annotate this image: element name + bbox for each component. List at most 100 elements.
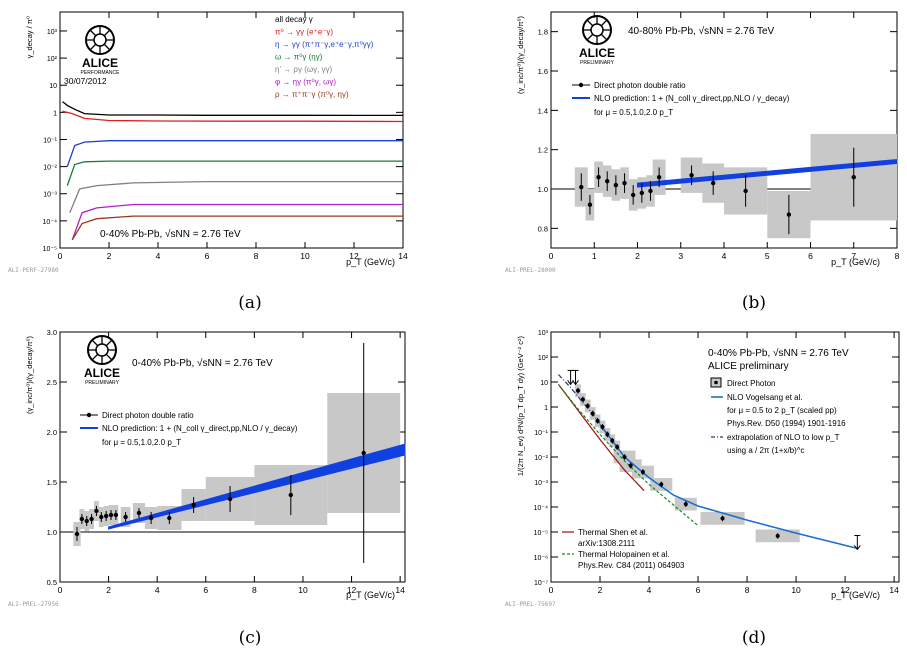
- data-point-c-3: [89, 516, 94, 522]
- xtick-label-b: 1: [592, 251, 597, 261]
- tag-a: ALI-PERF-27980: [8, 267, 59, 274]
- xtick-label-c: 6: [203, 585, 208, 595]
- xtick-label-a: 4: [156, 251, 161, 261]
- xtick-label-b: 0: [549, 251, 554, 261]
- xtick-label-a: 0: [58, 251, 63, 261]
- data-point-d-5: [600, 424, 605, 429]
- legend-d-3: Phys.Rev. D50 (1994) 1901-1916: [727, 419, 846, 428]
- alice-logo-spoke-b: [586, 33, 594, 41]
- xtick-label-d: 12: [840, 585, 850, 595]
- alice-logo-name-b: ALICE: [579, 46, 615, 60]
- legend-b-0: Direct photon double ratio: [594, 81, 686, 90]
- xtick-label-a: 8: [254, 251, 259, 261]
- legend-d-2: for μ = 0.5 to 2 p_T (scaled pp): [727, 406, 837, 415]
- data-point-c-12: [167, 515, 172, 521]
- data-point-b-12: [743, 188, 748, 194]
- legend2-d-3: Phys.Rev. C84 (2011) 064903: [578, 561, 685, 570]
- xtick-label-d: 8: [745, 585, 750, 595]
- ytick-label-d: 10⁻⁴: [534, 505, 549, 512]
- alice-logo-subtitle-a: PERFORMANCE: [81, 70, 121, 76]
- legend-c-2: for μ = 0.5,1.0,2.0 p_T: [102, 438, 181, 447]
- data-point-c-8: [113, 512, 119, 518]
- legend-d-0: Direct Photon: [727, 379, 775, 388]
- tag-d: ALI-PREL-75697: [505, 601, 556, 608]
- data-point-b-6: [630, 192, 636, 198]
- data-point-b-1: [587, 202, 593, 207]
- ytick-label-c: 1.0: [47, 528, 57, 537]
- legend-a-6: ρ → π⁺π⁻γ (π⁰γ, ηγ): [275, 90, 349, 99]
- data-point-d-9: [622, 455, 627, 459]
- system-label-b: 40-80% Pb-Pb, √sNN = 2.76 TeV: [628, 25, 775, 37]
- frame-a: [59, 11, 404, 249]
- ytick-label-b: 1.6: [538, 67, 548, 76]
- upper-limit-arrow-d-2: [853, 545, 861, 551]
- xtick-label-d: 4: [647, 585, 652, 595]
- alice-logo-core-b: [590, 23, 604, 37]
- series-line-a-4: [69, 180, 403, 213]
- alice-logo-subtitle-b: PRELIMINARY: [580, 60, 614, 66]
- ytick-label-d: 10³: [538, 330, 549, 337]
- tag-b: ALI-PREL-28000: [505, 267, 556, 274]
- ytick-label-d: 10²: [538, 355, 549, 362]
- ytick-label-d: 10⁻³: [534, 480, 548, 487]
- data-point-d-10: [628, 463, 633, 468]
- data-point-c-16: [361, 450, 366, 456]
- data-point-c-10: [136, 510, 142, 516]
- x-axis-label-d: p_T (GeV/c): [831, 590, 880, 600]
- data-point-d-3: [590, 411, 595, 416]
- nlo-extrapolation-d: [557, 374, 601, 424]
- ytick-label-a: 10²: [47, 56, 58, 63]
- holopainen-curve-d: [557, 384, 699, 527]
- ytick-label-a: 10: [49, 83, 57, 90]
- ytick-label-c: 3.0: [47, 328, 57, 337]
- xtick-label-d: 6: [696, 585, 701, 595]
- data-point-b-10: [689, 173, 694, 178]
- xtick-label-b: 6: [808, 251, 813, 261]
- alice-logo-spoke-b: [600, 19, 608, 27]
- data-point-b-0: [579, 184, 584, 190]
- data-point-b-13: [786, 212, 792, 217]
- data-point-c-14: [227, 496, 233, 502]
- chart-a: 0 2 4 6 8 10 12 14 10⁻⁵ 10⁻⁴ 10⁻³ 10⁻² 10⁻¹ 1 10 10² 10³…: [8, 11, 408, 274]
- alice-logo-spoke-a: [89, 43, 97, 51]
- shen-curve-d: [557, 384, 645, 492]
- alice-logo-spoke-c: [105, 353, 113, 361]
- upper-limit-arrow-d-0: [567, 380, 575, 386]
- ytick-label-a: 10⁻³: [43, 192, 57, 199]
- xtick-label-b: 5: [765, 251, 770, 261]
- caption-d: (d): [742, 628, 766, 648]
- alice-logo-spoke-c: [105, 339, 113, 347]
- legend-a-4: η' → ργ (ωγ, γγ): [275, 65, 333, 74]
- data-point-b-8: [648, 188, 653, 194]
- ytick-label-b: 0.8: [538, 224, 548, 233]
- ytick-label-d: 10⁻⁵: [534, 530, 548, 537]
- data-point-d-4: [595, 418, 600, 423]
- xtick-label-a: 2: [107, 251, 112, 261]
- system-label-c: 0-40% Pb-Pb, √sNN = 2.76 TeV: [132, 357, 273, 369]
- data-point-c-2: [84, 518, 89, 524]
- system-label-d: 0-40% Pb-Pb, √sNN = 2.76 TeV: [708, 347, 849, 359]
- legend-a-5: φ → ηγ (π⁰γ, ωγ): [275, 78, 336, 87]
- ytick-label-a: 10³: [47, 29, 58, 36]
- legend-marker-b: [578, 82, 584, 88]
- chart-d: 0 2 4 6 8 10 12 14 10⁻⁷ 10⁻⁶ 10⁻⁵ 10⁻⁴ 10⁻³ 10⁻² 10⁻¹ 1…: [505, 330, 900, 608]
- legend-marker-c: [86, 412, 92, 418]
- xtick-label-d: 10: [791, 585, 801, 595]
- data-point-d-12: [659, 482, 664, 487]
- upper-limit-arrow-d-1: [572, 380, 579, 386]
- data-point-d-8: [615, 445, 620, 450]
- ytick-label-c: 2.0: [47, 428, 57, 437]
- caption-b: (b): [742, 293, 766, 313]
- ytick-label-d: 1: [544, 405, 548, 412]
- nlo-band-c: [108, 443, 406, 530]
- series-line-a-6: [71, 215, 403, 241]
- y-axis-label-c: (γ_inc/π⁰)/(γ_decay/π⁰): [25, 335, 34, 414]
- legend-a-1: π⁰ → γγ (e⁺e⁻γ): [275, 28, 333, 37]
- ytick-label-d: 10⁻⁶: [534, 555, 548, 562]
- ytick-label-b: 1.0: [538, 185, 548, 194]
- alice-logo-spoke-c: [91, 339, 99, 347]
- ytick-label-d: 10⁻²: [534, 455, 548, 462]
- data-point-b-5: [622, 180, 627, 186]
